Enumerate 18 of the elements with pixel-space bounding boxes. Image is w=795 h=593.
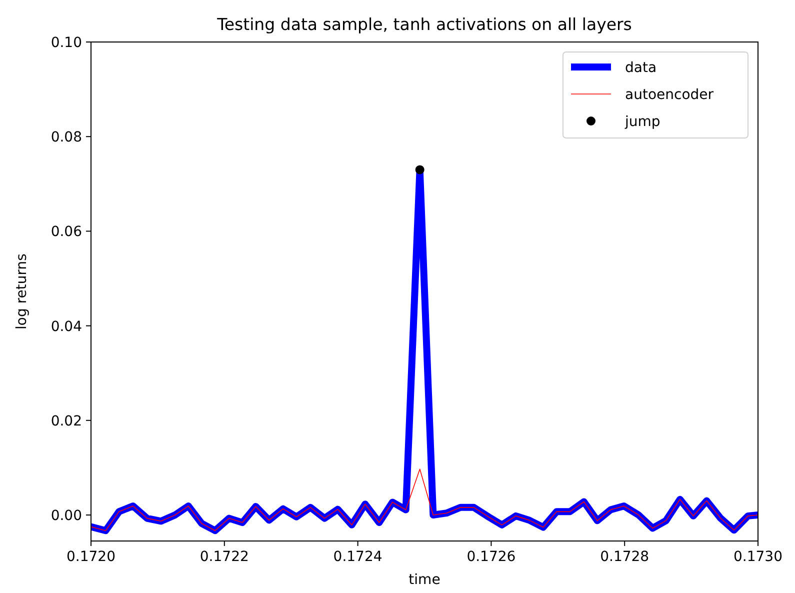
- y-tick-label: 0.00: [50, 508, 82, 524]
- x-tick-label: 0.1726: [466, 549, 516, 565]
- legend-label: autoencoder: [625, 87, 714, 103]
- y-tick-label: 0.06: [50, 224, 82, 240]
- legend-label: data: [625, 60, 657, 76]
- x-tick-label: 0.1724: [333, 549, 382, 565]
- x-tick-label: 0.1720: [66, 549, 116, 565]
- x-tick-label: 0.1730: [734, 549, 782, 565]
- x-axis-title: time: [408, 572, 440, 588]
- y-axis-title: log returns: [14, 254, 30, 330]
- y-tick-label: 0.10: [50, 35, 82, 51]
- y-tick-label: 0.02: [50, 413, 82, 430]
- chart-title: Testing data sample, tanh activations on all layers: [216, 15, 632, 34]
- legend-label: jump: [624, 114, 660, 130]
- x-tick-label: 0.1722: [200, 549, 249, 565]
- x-tick-label: 0.1728: [600, 549, 650, 565]
- y-tick-label: 0.08: [50, 130, 82, 146]
- y-tick-label: 0.04: [50, 318, 82, 335]
